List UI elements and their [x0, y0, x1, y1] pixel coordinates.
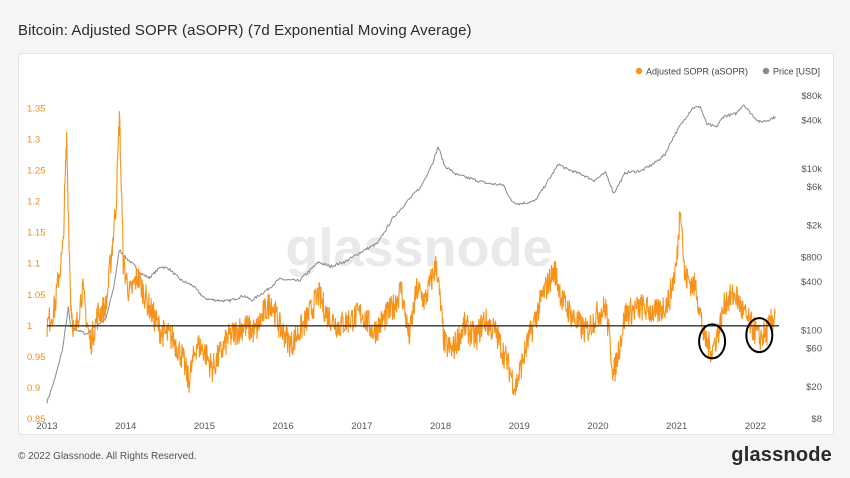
legend-label-adjusted-sopr-asopr: Adjusted SOPR (aSOPR): [646, 67, 748, 77]
left-tick-label: 0.95: [27, 352, 46, 363]
annotations: [698, 317, 774, 360]
legend-dot-price-usd: [762, 67, 770, 75]
x-tick-label: 2013: [36, 421, 57, 432]
right-tick-label: $100: [801, 325, 822, 336]
x-tick-label: 2017: [351, 421, 372, 432]
x-axis: 2013 2014 2015 2016 2017 2018 2019 2020 2021 2022: [36, 421, 766, 432]
legend: Adjusted SOPR (aSOPR) Price [USD]: [635, 67, 820, 77]
right-tick-label: $8: [811, 414, 822, 425]
watermark-text: glassnode: [285, 218, 552, 278]
copyright-text: © 2022 Glassnode. All Rights Reserved.: [18, 451, 197, 462]
series-line-adjusted-sopr-asopr: [46, 111, 776, 396]
legend-dot-adjusted-sopr-asopr: [635, 67, 643, 75]
right-tick-label: $2k: [807, 220, 823, 231]
right-axis: $8 $20 $60 $100 $400 $800 $2k $6k $10k $40k $80k: [801, 91, 822, 425]
legend-label-price-usd: Price [USD]: [773, 67, 820, 77]
x-tick-label: 2014: [115, 421, 136, 432]
x-tick-label: 2022: [745, 421, 766, 432]
left-axis: 0.85 0.9 0.95 1 1.05 1.1 1.15 1.2 1.25 1.3 1.35: [27, 103, 46, 425]
x-tick-label: 2018: [430, 421, 451, 432]
annotation-ellipse-2: [745, 317, 774, 354]
left-tick-label: 1.25: [27, 166, 46, 177]
right-tick-label: $40k: [801, 115, 822, 126]
chart-card: Adjusted SOPR (aSOPR) Price [USD] glassno…: [18, 53, 834, 435]
x-tick-label: 2015: [194, 421, 215, 432]
left-tick-label: 0.85: [27, 414, 46, 425]
series-line-price-usd: [46, 104, 776, 404]
right-tick-label: $60: [806, 343, 822, 354]
left-tick-label: 1.2: [27, 197, 40, 208]
left-tick-label: 0.9: [27, 383, 40, 394]
right-tick-label: $80k: [801, 91, 822, 102]
right-tick-label: $6k: [807, 182, 823, 193]
right-tick-label: $10k: [801, 164, 822, 175]
series-group: [46, 104, 779, 404]
right-tick-label: $800: [801, 253, 822, 264]
right-tick-label: $400: [801, 277, 822, 288]
chart-title: Bitcoin: Adjusted SOPR (aSOPR) (7d Expon…: [18, 22, 472, 39]
chart-svg: Adjusted SOPR (aSOPR) Price [USD] glassno…: [27, 67, 822, 433]
left-tick-label: 1.1: [27, 259, 40, 270]
right-tick-label: $20: [806, 382, 822, 393]
x-tick-label: 2016: [273, 421, 294, 432]
x-tick-label: 2020: [587, 421, 608, 432]
left-tick-label: 1.15: [27, 228, 46, 239]
watermark: glassnode: [285, 218, 552, 278]
glassnode-logo: glassnode: [731, 444, 832, 466]
annotation-ellipse-1: [698, 323, 727, 360]
x-tick-label: 2019: [509, 421, 530, 432]
left-tick-label: 1: [27, 321, 32, 332]
left-tick-label: 1.3: [27, 134, 40, 145]
left-tick-label: 1.35: [27, 103, 46, 114]
x-tick-label: 2021: [666, 421, 687, 432]
left-tick-label: 1.05: [27, 290, 46, 301]
